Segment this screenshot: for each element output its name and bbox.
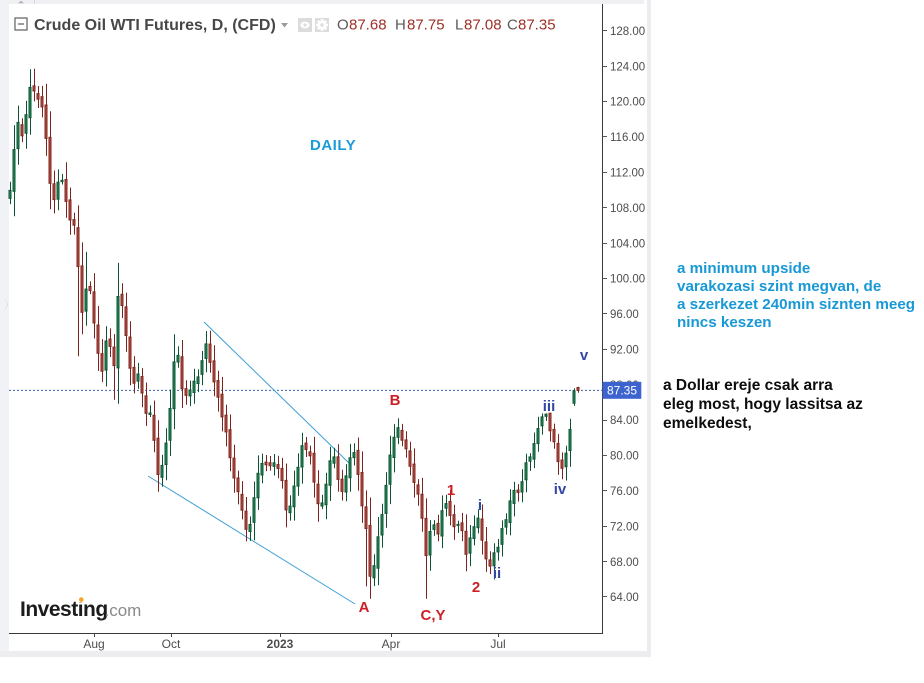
svg-text:87.75: 87.75 <box>407 17 445 34</box>
svg-text:Jul: Jul <box>490 637 505 651</box>
svg-text:87.35: 87.35 <box>518 17 556 34</box>
svg-text:Aug: Aug <box>83 637 104 651</box>
svg-text:87.08: 87.08 <box>464 17 502 34</box>
svg-text:L: L <box>455 17 463 34</box>
svg-text:128.00: 128.00 <box>610 26 645 38</box>
svg-text:Oct: Oct <box>162 637 181 651</box>
svg-text:nincs keszen: nincs keszen <box>677 314 772 331</box>
svg-text:100.00: 100.00 <box>610 274 645 286</box>
svg-text:116.00: 116.00 <box>610 132 644 144</box>
svg-text:i: i <box>478 497 482 514</box>
svg-text:120.00: 120.00 <box>610 97 645 109</box>
svg-text:O: O <box>337 17 349 34</box>
svg-text:A: A <box>359 599 370 616</box>
svg-text:a Dollar ereje csak arra: a Dollar ereje csak arra <box>663 377 833 394</box>
svg-text:87.68: 87.68 <box>349 17 387 34</box>
svg-text:84.00: 84.00 <box>610 415 639 427</box>
svg-text:112.00: 112.00 <box>610 168 644 180</box>
svg-text:DAILY: DAILY <box>310 137 356 154</box>
svg-text:1: 1 <box>447 482 455 499</box>
svg-text:80.00: 80.00 <box>610 451 639 463</box>
svg-text:v: v <box>580 347 589 364</box>
svg-text:iv: iv <box>554 481 567 498</box>
svg-text:emelkedest,: emelkedest, <box>663 415 752 432</box>
svg-text:64.00: 64.00 <box>610 592 639 604</box>
svg-text:ii: ii <box>493 565 501 582</box>
svg-text:72.00: 72.00 <box>610 521 639 533</box>
svg-text:varakozasi szint megvan, de: varakozasi szint megvan, de <box>677 278 881 295</box>
svg-text:92.00: 92.00 <box>610 344 639 356</box>
svg-text:iii: iii <box>543 398 556 415</box>
svg-text:Crude Oil WTI Futures, D, (CFD: Crude Oil WTI Futures, D, (CFD) <box>34 17 276 34</box>
svg-text:a szerkezet 240min siznten mee: a szerkezet 240min siznten meeg <box>677 296 915 313</box>
svg-text:C,Y: C,Y <box>420 607 445 624</box>
svg-text:Apr: Apr <box>382 637 401 651</box>
svg-text:eleg most, hogy lassitsa az: eleg most, hogy lassitsa az <box>663 396 863 413</box>
svg-text:76.00: 76.00 <box>610 486 639 498</box>
svg-text:2023: 2023 <box>267 637 294 651</box>
svg-text:104.00: 104.00 <box>610 238 645 250</box>
svg-text:B: B <box>390 392 401 409</box>
svg-text:96.00: 96.00 <box>610 309 639 321</box>
svg-text:68.00: 68.00 <box>610 557 639 569</box>
svg-text:2: 2 <box>472 579 480 596</box>
svg-text:87.35: 87.35 <box>607 384 637 398</box>
svg-text:124.00: 124.00 <box>610 61 645 73</box>
svg-text:C: C <box>507 17 518 34</box>
svg-text:a minimum upside: a minimum upside <box>677 260 810 277</box>
svg-text:108.00: 108.00 <box>610 203 645 215</box>
svg-text:H: H <box>395 17 406 34</box>
svg-text:.com: .com <box>105 601 142 620</box>
svg-text:Investing: Investing <box>20 598 108 621</box>
